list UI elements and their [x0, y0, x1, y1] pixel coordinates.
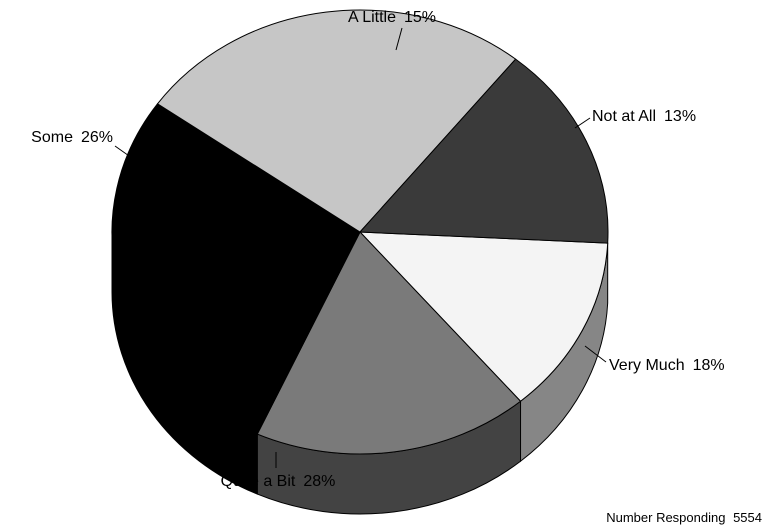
slice-quite-a-bit: [111, 103, 361, 435]
leader-line-not-at-all: [574, 117, 591, 129]
slice-name: Some: [31, 129, 73, 146]
leader-line-some: [114, 145, 133, 159]
slice-percent: 18%: [693, 357, 725, 374]
number-responding-label: Number Responding: [606, 510, 725, 525]
slice-label-quite-a-bit: Quite a Bit 28%: [221, 473, 336, 490]
slice-percent: 13%: [664, 108, 696, 125]
slice-name: Very Much: [609, 357, 685, 374]
pie-top-faces: [111, 9, 609, 455]
slice-name: A Little: [348, 9, 396, 26]
pie-leader-lines: [114, 27, 607, 468]
slice-label-very-much: Very Much 18%: [609, 357, 725, 374]
slice-name: Quite a Bit: [221, 473, 296, 490]
slice-label-not-at-all: Not at All 13%: [592, 108, 696, 125]
slice-a-little: [358, 58, 609, 244]
leader-line-a-little: [395, 27, 403, 51]
slice-percent: 15%: [404, 9, 436, 26]
slice-percent: 26%: [81, 129, 113, 146]
slice-not-at-all: [358, 231, 609, 402]
slice-label-some: Some 26%: [31, 129, 113, 146]
slice-name: Not at All: [592, 108, 656, 125]
leader-line-very-much: [584, 345, 607, 363]
slice-percent: 28%: [303, 473, 335, 490]
number-responding-count: 5554: [733, 510, 762, 525]
slice-some: [156, 9, 517, 233]
pie-side-walls: [111, 231, 609, 515]
number-responding-footnote: Number Responding 5554: [606, 510, 762, 525]
slice-very-much: [256, 231, 522, 455]
slice-label-a-little: A Little 15%: [348, 9, 436, 26]
pie-labels: Not at All 13% Very Much 18% Quite a Bit 28% S…: [31, 9, 724, 490]
